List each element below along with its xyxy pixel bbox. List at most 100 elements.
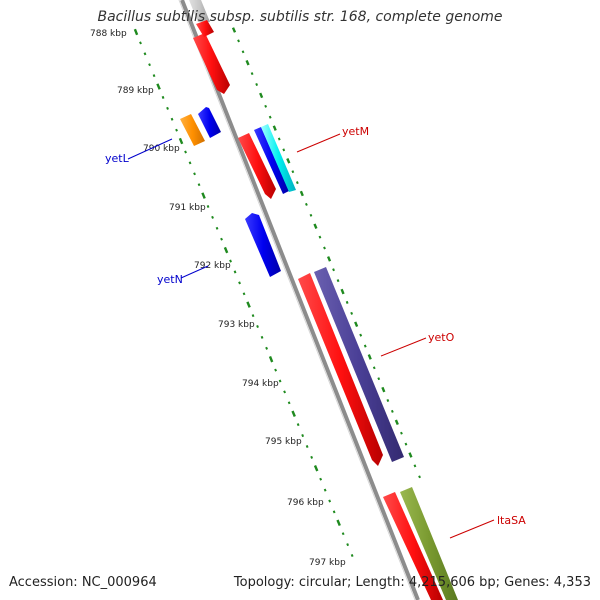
kbp-track-tick bbox=[133, 28, 139, 36]
gene-yetO-feature[interactable] bbox=[298, 273, 383, 466]
kbp-track-tick bbox=[242, 292, 246, 296]
gene-label-yetM[interactable]: yetM bbox=[342, 125, 369, 138]
kbp-track-tick bbox=[233, 270, 237, 274]
feature-blue-yetM bbox=[254, 127, 289, 194]
kbp-track-tick bbox=[305, 445, 309, 448]
kbp-tick-track bbox=[133, 28, 354, 557]
gene-label-yetL[interactable]: yetL bbox=[105, 152, 130, 165]
gc-track-tick bbox=[264, 104, 268, 108]
kbp-track-tick bbox=[323, 488, 327, 492]
gc-track-tick bbox=[304, 202, 308, 206]
gene-yetM-feature[interactable] bbox=[261, 124, 296, 192]
gc-track-tick bbox=[250, 72, 254, 76]
kbp-track-tick bbox=[206, 205, 210, 208]
gc-track-tick bbox=[372, 366, 376, 370]
callout-line-yetL bbox=[127, 138, 173, 160]
feature-red-788-cap bbox=[196, 20, 214, 37]
kbp-label-795: 795 kbp bbox=[265, 437, 302, 447]
gc-track-tick bbox=[413, 464, 417, 468]
gc-track-tick bbox=[404, 442, 408, 446]
kbp-track-tick bbox=[341, 532, 345, 536]
gc-track-tick bbox=[277, 137, 281, 141]
gc-tick-track bbox=[231, 27, 421, 479]
gc-track-tick bbox=[336, 279, 340, 283]
kbp-label-793: 793 kbp bbox=[218, 320, 255, 330]
kbp-track-tick bbox=[220, 237, 223, 241]
kbp-track-tick bbox=[166, 106, 169, 110]
kbp-track-tick bbox=[310, 455, 314, 459]
gc-track-tick bbox=[268, 115, 272, 119]
gc-track-tick bbox=[231, 27, 237, 33]
genome-title: Bacillus subtilis subsp. subtilis str. 1… bbox=[97, 9, 503, 25]
feature-purple-yetO bbox=[314, 267, 404, 462]
callout-line-yetO bbox=[380, 337, 427, 357]
kbp-track-tick bbox=[223, 246, 229, 254]
kbp-track-tick bbox=[215, 226, 219, 230]
kbp-track-tick bbox=[152, 74, 156, 78]
gc-track-tick bbox=[309, 213, 313, 217]
gc-track-tick bbox=[282, 148, 286, 152]
kbp-track-tick bbox=[287, 401, 291, 405]
kbp-label-792: 792 kbp bbox=[194, 261, 231, 271]
kbp-label-788: 788 kbp bbox=[90, 29, 127, 39]
gc-track-tick bbox=[354, 321, 359, 328]
kbp-track-tick bbox=[332, 510, 336, 514]
kbp-track-tick bbox=[246, 301, 251, 308]
feature-olive-ltaSA bbox=[400, 487, 458, 600]
kbp-track-tick bbox=[296, 423, 300, 427]
kbp-track-tick bbox=[229, 259, 232, 263]
gene-yetN-feature[interactable] bbox=[245, 213, 281, 277]
kbp-track-tick bbox=[328, 499, 332, 503]
kbp-track-tick bbox=[184, 150, 187, 154]
kbp-track-tick bbox=[156, 83, 161, 90]
gc-track-tick bbox=[299, 190, 304, 197]
gc-track-tick bbox=[381, 386, 386, 393]
gc-track-tick bbox=[418, 475, 421, 479]
kbp-track-tick bbox=[336, 519, 341, 527]
gene-yetL-feature[interactable] bbox=[198, 107, 221, 138]
kbp-track-tick bbox=[283, 390, 287, 394]
gene-label-yetO[interactable]: yetO bbox=[428, 331, 455, 344]
feature-red-yetM bbox=[238, 133, 276, 199]
kbp-label-790: 790 kbp bbox=[143, 144, 180, 154]
genome-backbone-highlight bbox=[178, 0, 416, 600]
gc-track-tick bbox=[408, 452, 413, 458]
kbp-labels: 788 kbp 789 kbp 790 kbp 791 kbp 792 kbp … bbox=[90, 29, 346, 568]
gc-track-tick bbox=[237, 39, 240, 43]
feature-grey-top bbox=[189, 0, 210, 22]
genome-backbone bbox=[180, 0, 420, 600]
gc-track-tick bbox=[390, 409, 394, 413]
kbp-track-tick bbox=[256, 325, 259, 328]
feature-orange-yetL bbox=[180, 114, 205, 146]
gene-label-ltaSA[interactable]: ltaSA bbox=[497, 514, 526, 527]
gc-track-tick bbox=[359, 333, 363, 337]
kbp-track-tick bbox=[170, 117, 174, 121]
gc-track-tick bbox=[377, 377, 381, 381]
gc-track-tick bbox=[255, 83, 259, 86]
topology-label: Topology: circular; Length: 4,215,606 bp… bbox=[233, 575, 591, 590]
kbp-track-tick bbox=[211, 215, 214, 219]
gene-features bbox=[180, 0, 458, 600]
gc-track-tick bbox=[367, 354, 372, 360]
gc-track-tick bbox=[340, 288, 345, 295]
callout-line-ltaSA bbox=[449, 519, 495, 539]
feature-red-788 bbox=[193, 33, 230, 94]
kbp-label-796: 796 kbp bbox=[287, 498, 324, 508]
kbp-track-tick bbox=[201, 192, 206, 199]
kbp-track-tick bbox=[274, 368, 278, 372]
kbp-track-tick bbox=[197, 183, 201, 187]
gc-track-tick bbox=[345, 300, 349, 304]
gc-track-tick bbox=[313, 223, 318, 229]
gc-track-tick bbox=[259, 92, 264, 99]
gene-label-yetN[interactable]: yetN bbox=[157, 273, 183, 286]
kbp-track-tick bbox=[148, 63, 151, 67]
kbp-label-797: 797 kbp bbox=[309, 558, 346, 568]
kbp-track-tick bbox=[313, 465, 319, 472]
gc-track-tick bbox=[323, 246, 326, 250]
gene-ltaSA-feature[interactable] bbox=[383, 492, 443, 600]
kbp-track-tick bbox=[260, 335, 264, 339]
gc-track-tick bbox=[400, 431, 403, 435]
kbp-label-791: 791 kbp bbox=[169, 203, 206, 213]
kbp-label-794: 794 kbp bbox=[242, 379, 279, 389]
kbp-track-tick bbox=[193, 172, 196, 176]
